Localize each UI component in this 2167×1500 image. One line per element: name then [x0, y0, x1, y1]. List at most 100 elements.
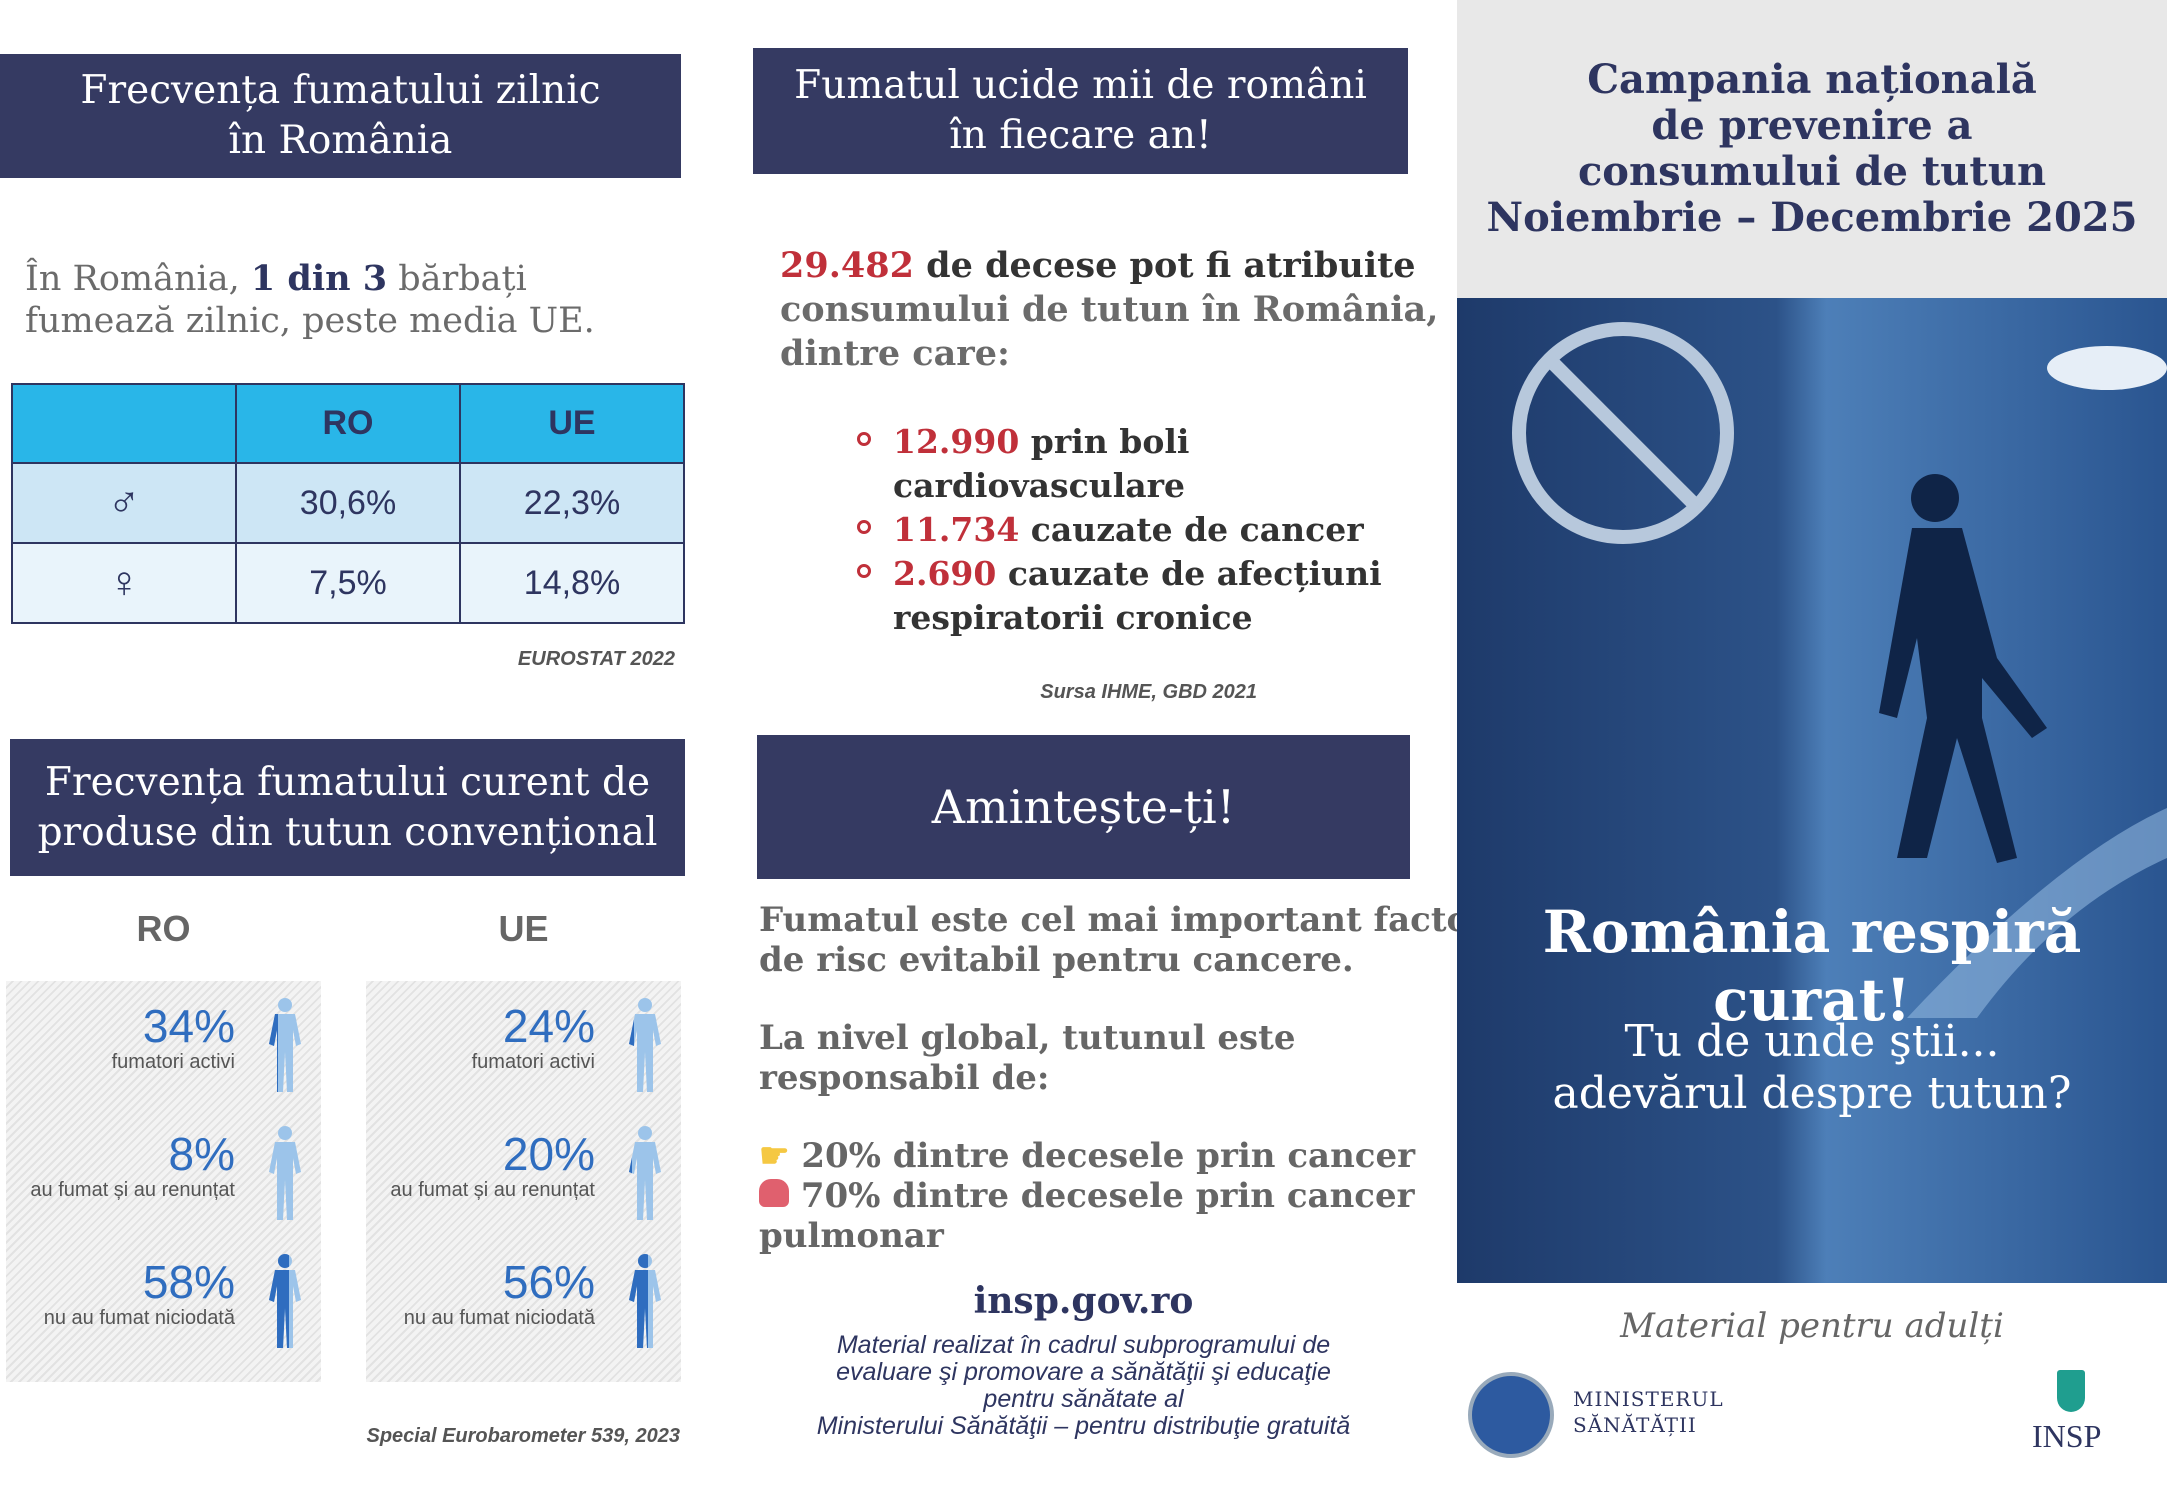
stat-value: 34% — [142, 1000, 235, 1052]
bullet-icon — [857, 520, 871, 534]
table-cell: 14,8% — [459, 542, 685, 624]
bullet-respiratory: 2.690 cauzate de afecțiuni respiratorii c… — [857, 552, 1382, 640]
person-icon — [623, 996, 667, 1096]
bullet-icon — [857, 432, 871, 446]
stat-item: 8% au fumat și au renunțat — [30, 1129, 235, 1202]
stat-value: 56% — [502, 1256, 595, 1308]
bullet-text: cauzate de afecțiuni — [996, 554, 1382, 593]
bullet-cardio: 12.990 prin boli cardiovasculare — [857, 420, 1189, 508]
bullet-text: prin boli — [1019, 422, 1190, 461]
stat-label: nu au fumat niciodată — [403, 1307, 595, 1329]
female-symbol-icon: ♀ — [11, 542, 237, 624]
bullet-text: respiratorii cronice — [893, 598, 1253, 637]
question-line: Tu de unde ştii... — [1624, 1016, 2000, 1067]
pointing-hand-icon: ☛ — [759, 1136, 790, 1176]
table-header: RO — [235, 383, 461, 464]
insp-logo: INSP — [2032, 1418, 2102, 1454]
ministry-logo-text: MINISTERUL SĂNĂTĂȚII — [1573, 1386, 1724, 1438]
text-line: evaluare şi promovare a sănătăţii şi edu… — [836, 1358, 1331, 1386]
table-header — [11, 383, 237, 464]
campaign-question: Tu de unde ştii... adevărul despre tutun… — [1457, 1016, 2167, 1120]
bullet-icon — [857, 564, 871, 578]
stat-value: 58% — [142, 1256, 235, 1308]
cloud-icon — [2047, 346, 2167, 390]
ministry-line: SĂNĂTĂȚII — [1573, 1413, 1697, 1437]
text-line: Fumatul este cel mai important factor — [759, 900, 1488, 940]
table-source: EUROSTAT 2022 — [517, 648, 675, 670]
table-header-row: RO UE — [11, 383, 685, 464]
remember-text: Fumatul este cel mai important factor de… — [759, 900, 1487, 1256]
header-daily-smoking: Frecvența fumatului zilnic în România — [0, 54, 681, 178]
table-row: ♀ 7,5% 14,8% — [11, 542, 685, 624]
campaign-title: Campania națională de prevenire a consum… — [1457, 0, 2167, 298]
title-line: Noiembrie – Decembrie 2025 — [1486, 194, 2138, 241]
intro-text: În România, 1 din 3 bărbați fumează ziln… — [25, 258, 675, 342]
text-line: responsabil de: — [759, 1058, 1050, 1098]
stat-label: au fumat și au renunțat — [30, 1179, 235, 1201]
header-line: Amintește-ți! — [931, 780, 1236, 834]
deaths-line: consumului de tutun în România, — [780, 289, 1439, 330]
stat-label: fumatori activi — [471, 1051, 595, 1073]
stats-panel: 34% fumatori activi 8% au fumat și au renun… — [6, 981, 321, 1382]
text-line: pentru sănătate al — [983, 1385, 1184, 1413]
stat-item: 34% fumatori activi — [112, 1001, 235, 1074]
stat-label: au fumat și au renunțat — [390, 1179, 595, 1201]
ministry-line: MINISTERUL — [1573, 1387, 1724, 1411]
person-icon — [623, 1252, 667, 1352]
stat-label: nu au fumat niciodată — [43, 1307, 235, 1329]
table-row: ♂ 30,6% 22,3% — [11, 462, 685, 544]
person-icon — [623, 1124, 667, 1224]
website-link[interactable]: insp.gov.ro — [973, 1280, 1194, 1322]
audience-label: Material pentru adulți — [1620, 1306, 2004, 1346]
bullet-number: 12.990 — [893, 422, 1020, 461]
question-line: adevărul despre tutun? — [1552, 1068, 2072, 1119]
group-label: UE — [498, 908, 549, 949]
header-line: în fiecare an! — [949, 113, 1212, 158]
header-line: produse din tutun convențional — [37, 809, 658, 855]
stats-panel: 24% fumatori activi 20% au fumat și au renu… — [366, 981, 681, 1382]
stat-item: 20% au fumat și au renunțat — [390, 1129, 595, 1202]
bullet-text: cardiovasculare — [893, 466, 1186, 505]
table-header: UE — [459, 383, 685, 464]
path-road — [1907, 808, 2167, 1018]
stat-value: 8% — [168, 1128, 235, 1180]
stat-value: 24% — [502, 1000, 595, 1052]
intro-post: bărbați fumează zilnic, peste media UE. — [25, 259, 595, 341]
stat-item: 58% nu au fumat niciodată — [44, 1257, 235, 1330]
header-deaths: Fumatul ucide mii de români în fiecare a… — [753, 48, 1408, 174]
lungs-icon — [759, 1179, 789, 1207]
groups-source: Special Eurobarometer 539, 2023 — [366, 1425, 681, 1447]
deaths-source: Sursa IHME, GBD 2021 — [1040, 681, 1257, 703]
no-smoking-icon — [1512, 322, 1734, 544]
header-remember: Amintește-ți! — [757, 735, 1410, 879]
table-cell: 30,6% — [235, 462, 461, 544]
walking-man-illustration — [1512, 322, 2167, 1018]
intro-pre: În România, — [25, 259, 251, 299]
bullet-cancer: 11.734 cauzate de cancer — [857, 508, 1364, 552]
text-line: Material realizat în cadrul subprogramul… — [836, 1331, 1331, 1359]
header-line: în România — [228, 118, 453, 163]
fact-text: pulmonar — [759, 1216, 944, 1256]
deaths-number: 29.482 — [780, 245, 914, 286]
title-line: Campania națională — [1587, 56, 2037, 103]
walking-person-icon — [1879, 474, 2047, 863]
bullet-text: cauzate de cancer — [1019, 510, 1364, 549]
male-symbol-icon: ♂ — [11, 462, 237, 544]
stat-label: fumatori activi — [111, 1051, 235, 1073]
daily-smoking-table: RO UE ♂ 30,6% 22,3% ♀ 7,5% 14,8% — [11, 383, 685, 624]
text-line: de risc evitabil pentru cancere. — [759, 940, 1354, 980]
deaths-line: de decese pot fi atribuite — [913, 245, 1416, 286]
text-line: Ministerului Sănătăţii – pentru distribu… — [816, 1412, 1351, 1440]
table-cell: 22,3% — [459, 462, 685, 544]
header-current-smoking: Frecvența fumatului curent de produse di… — [10, 739, 685, 876]
text-line: La nivel global, tutunul este — [759, 1018, 1296, 1058]
person-icon — [263, 996, 307, 1096]
header-line: Fumatul ucide mii de români — [794, 63, 1367, 108]
campaign-slogan: România respiră curat! — [1542, 898, 2082, 1034]
title-line: consumului de tutun — [1577, 148, 2047, 195]
person-icon — [263, 1252, 307, 1352]
title-line: de prevenire a — [1651, 102, 1973, 149]
insp-shield-icon — [2057, 1370, 2085, 1412]
intro-highlight: 1 din 3 — [250, 258, 388, 299]
fact-text: 20% dintre decesele prin cancer — [801, 1136, 1416, 1176]
